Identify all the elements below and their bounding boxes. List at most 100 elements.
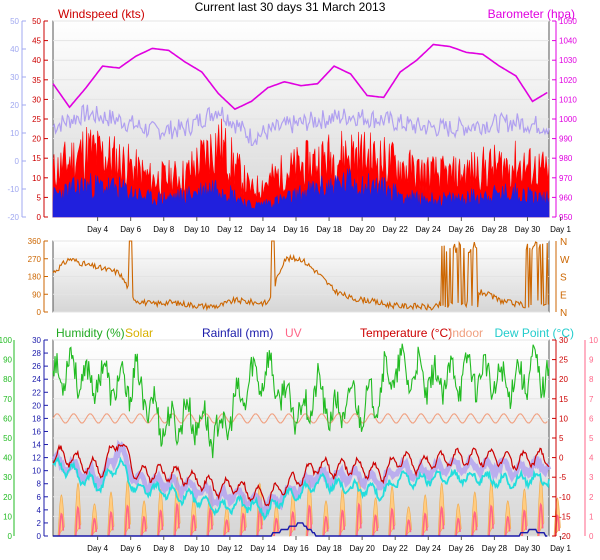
legend-temperature: Temperature (°C): [360, 326, 452, 340]
uv-hump: [488, 504, 494, 537]
uv-tick-label: 5: [589, 434, 594, 443]
temp-x-tick-label: Day 10: [184, 544, 210, 553]
rainfall-tick-label: 14: [32, 441, 41, 450]
uv-hump: [91, 517, 98, 537]
temp-x-tick-label: Day 14: [250, 544, 276, 553]
temp-x-tick-label: Day 8: [153, 544, 174, 553]
uv-hump: [108, 510, 114, 537]
uv-hump: [124, 504, 131, 537]
series-barometer: [52, 43, 548, 111]
uv-hump: [273, 517, 279, 537]
temp-x-tick-label: Day 24: [416, 544, 442, 553]
rainfall-tick-label: 6: [37, 493, 42, 502]
wind-x-tick-label: Day 20: [349, 225, 375, 234]
uv-tick-label: 0: [589, 532, 594, 541]
humidity-tick-label: 90: [3, 356, 12, 365]
wind-x-tick-label: Day 24: [416, 225, 442, 234]
temperature-tick-label: -10: [559, 493, 571, 502]
temp-x-tick-label: Day 28: [482, 544, 508, 553]
rainfall-tick-label: 16: [32, 427, 41, 436]
uv-hump: [141, 515, 147, 537]
compass-tick-label: N: [560, 237, 567, 248]
barometer-tick-label: 950: [559, 213, 573, 222]
rainfall-tick-label: 24: [32, 375, 41, 384]
windspeed-tick-label: 25: [32, 115, 41, 124]
uv-hump: [339, 509, 346, 537]
humidity-tick-label: 50: [3, 434, 12, 443]
uv-tick-label: 3: [589, 473, 594, 482]
rainfall-tick-label: 4: [37, 506, 42, 515]
wind-x-tick-label: Day 30: [515, 225, 541, 234]
temp-x-tick-label: Day 16: [283, 544, 309, 553]
windchill-tick-label: 30: [10, 73, 19, 82]
uv-hump: [422, 512, 428, 537]
direction-tick-label: 270: [28, 255, 42, 264]
barometer-legend: Barometer (hpa): [488, 7, 575, 21]
wind-x-tick-label: Day 22: [383, 225, 409, 234]
rainfall-tick-label: 30: [32, 336, 41, 345]
rainfall-tick-label: 10: [32, 467, 41, 476]
windchill-tick-label: -20: [7, 213, 19, 222]
series-wind-direction: [52, 240, 549, 311]
barometer-tick-label: 970: [559, 174, 573, 183]
direction-tick-label: 180: [28, 273, 42, 282]
uv-hump: [240, 512, 246, 537]
series-feels-like: [51, 439, 552, 520]
uv-hump: [174, 502, 180, 537]
uv-hump: [537, 502, 544, 537]
wind-x-tick-label: Day 26: [449, 225, 475, 234]
rainfall-tick-label: 0: [37, 532, 42, 541]
temperature-tick-label: 25: [559, 356, 568, 365]
uv-tick-label: 1: [589, 512, 594, 521]
barometer-tick-label: 1040: [559, 37, 577, 46]
series-temperature: [52, 443, 550, 507]
temperature-tick-label: 10: [559, 414, 568, 423]
wind-x-tick-label: Day 10: [184, 225, 210, 234]
rainfall-tick-label: 22: [32, 388, 41, 397]
temp-x-tick-label: Day 18: [316, 544, 342, 553]
windspeed-tick-label: 0: [37, 213, 42, 222]
compass-tick-label: W: [560, 255, 570, 266]
wind-x-tick-label: Day 28: [482, 225, 508, 234]
barometer-tick-label: 1000: [559, 115, 577, 124]
legend-indoor: Indoor: [449, 326, 483, 340]
windspeed-tick-label: 50: [32, 17, 41, 26]
direction-tick-label: 90: [32, 290, 41, 299]
uv-hump: [521, 509, 527, 537]
compass-tick-label: N: [560, 308, 567, 319]
wind-x-tick-label: Day 14: [250, 225, 276, 234]
wind-x-tick-label: Day 4: [87, 225, 108, 234]
temperature-tick-label: 20: [559, 375, 568, 384]
uv-hump: [58, 512, 65, 537]
barometer-tick-label: 1010: [559, 95, 577, 104]
windspeed-tick-label: 10: [32, 174, 41, 183]
uv-tick-label: 6: [589, 414, 594, 423]
rainfall-tick-label: 20: [32, 401, 41, 410]
compass-tick-label: E: [560, 290, 567, 301]
uv-tick-label: 7: [589, 395, 594, 404]
temperature-tick-label: -5: [559, 473, 567, 482]
uv-hump: [504, 515, 511, 537]
uv-tick-label: 10: [589, 336, 598, 345]
barometer-tick-label: 980: [559, 154, 573, 163]
windchill-tick-label: 0: [15, 157, 20, 166]
windspeed-tick-label: 35: [32, 76, 41, 85]
series-dew-point: [52, 456, 550, 522]
uv-tick-label: 2: [589, 493, 594, 502]
barometer-tick-label: 960: [559, 193, 573, 202]
wind-x-tick-label: Day 1: [550, 225, 571, 234]
temp-x-tick-label: Day 1: [550, 544, 571, 553]
direction-tick-label: 360: [28, 237, 42, 246]
temp-x-tick-label: Day 30: [515, 544, 541, 553]
temperature-tick-label: 5: [559, 434, 564, 443]
uv-tick-label: 8: [589, 375, 594, 384]
uv-hump: [455, 517, 461, 537]
humidity-tick-label: 80: [3, 375, 12, 384]
humidity-tick-label: 0: [8, 532, 13, 541]
uv-hump: [190, 514, 197, 537]
legend-rainfall: Rainfall (mm): [202, 326, 273, 340]
uv-hump: [289, 510, 296, 537]
windspeed-tick-label: 40: [32, 56, 41, 65]
